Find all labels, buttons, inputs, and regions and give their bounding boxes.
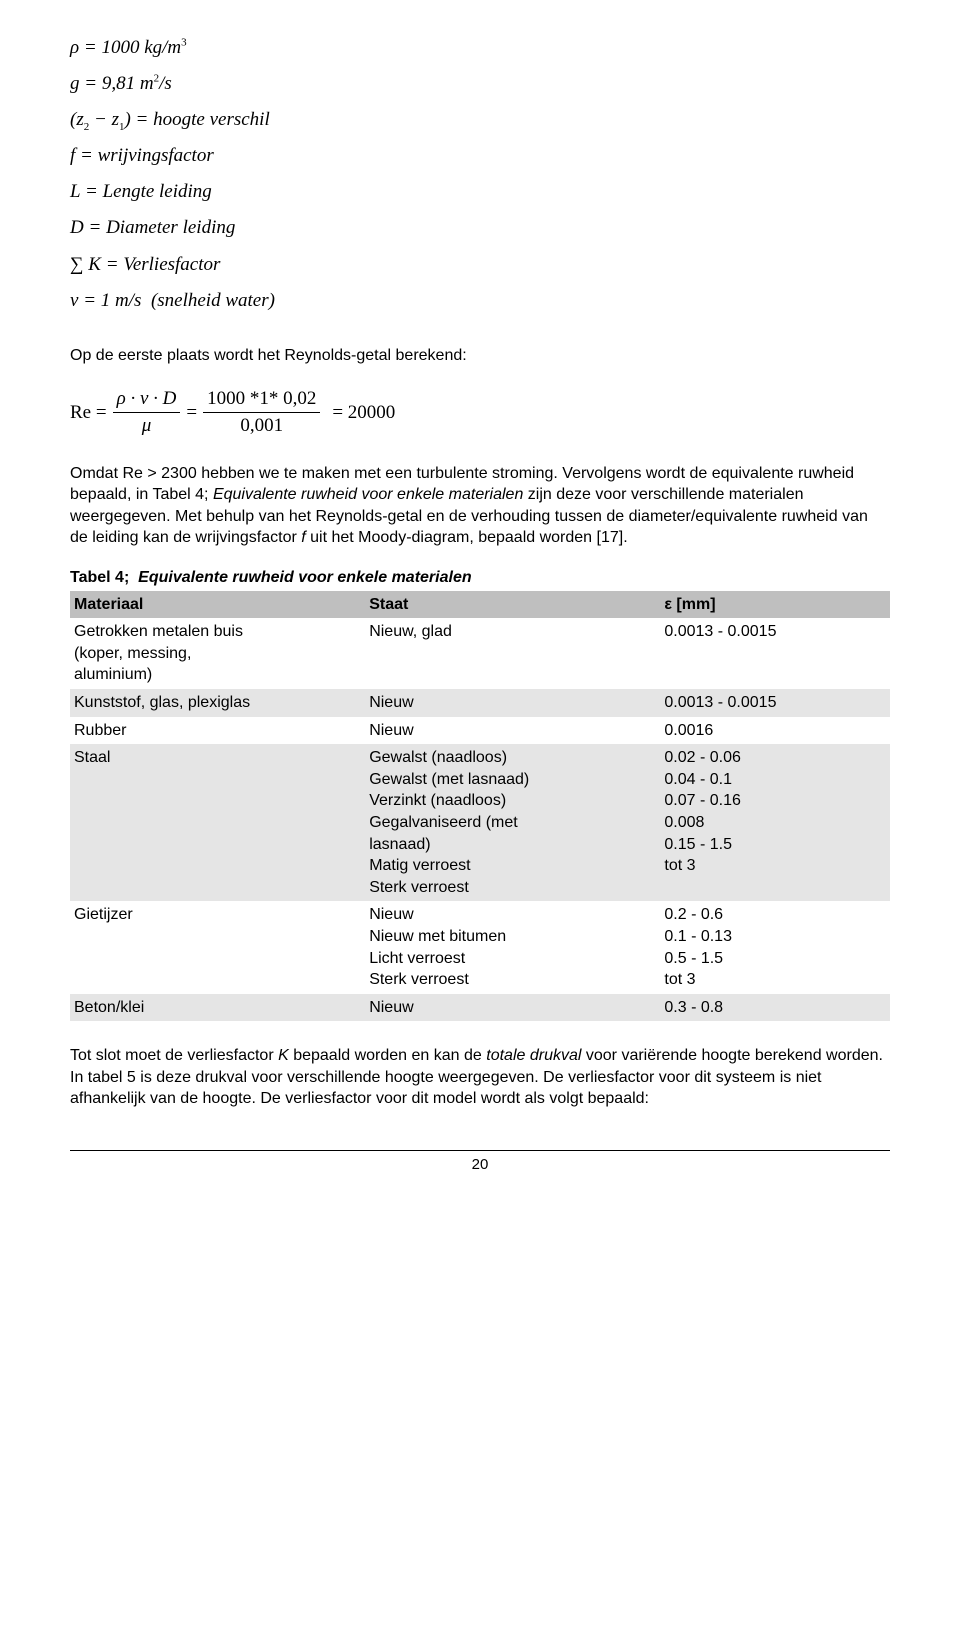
- table-cell: Rubber: [70, 717, 365, 745]
- reynolds-equation: Re = ρ · v · D μ = 1000 *1* 0,02 0,001 =…: [70, 386, 890, 438]
- re-num2: 1000 *1* 0,02: [203, 386, 320, 412]
- table-cell: 0.3 - 0.8: [660, 994, 890, 1022]
- eq-K: ∑ K = Verliesfactor: [70, 247, 890, 283]
- table-cell: Nieuw: [365, 717, 660, 745]
- table-row: Beton/kleiNieuw0.3 - 0.8: [70, 994, 890, 1022]
- table-cell: NieuwNieuw met bitumenLicht verroestSter…: [365, 901, 660, 993]
- table-cell: Nieuw: [365, 994, 660, 1022]
- re-num1: ρ · v · D: [113, 386, 181, 412]
- table-header-material: Materiaal: [70, 591, 365, 619]
- page-number: 20: [70, 1151, 890, 1175]
- table-row: RubberNieuw0.0016: [70, 717, 890, 745]
- table-cell: 0.0016: [660, 717, 890, 745]
- re-den2: 0,001: [236, 413, 287, 439]
- table-row: Getrokken metalen buis(koper, messing,al…: [70, 618, 890, 689]
- table-cell: 0.0013 - 0.0015: [660, 618, 890, 689]
- eq-f: f = wrijvingsfactor: [70, 138, 890, 174]
- table-cell: 0.0013 - 0.0015: [660, 689, 890, 717]
- table-header-epsilon: ε [mm]: [660, 591, 890, 619]
- table-cell: Nieuw, glad: [365, 618, 660, 689]
- table-caption: Tabel 4; Equivalente ruwheid voor enkele…: [70, 567, 890, 589]
- reynolds-intro: Op de eerste plaats wordt het Reynolds-g…: [70, 345, 890, 367]
- re-den1: μ: [138, 413, 156, 439]
- eq-z: (z2 − z1) = hoogte verschil: [70, 102, 890, 138]
- explanation-paragraph: Omdat Re > 2300 hebben we te maken met e…: [70, 463, 890, 549]
- eq-g: g = 9,81 m2/s: [70, 66, 890, 102]
- roughness-table: Materiaal Staat ε [mm] Getrokken metalen…: [70, 591, 890, 1022]
- eq-D: D = Diameter leiding: [70, 210, 890, 246]
- closing-paragraph: Tot slot moet de verliesfactor K bepaald…: [70, 1045, 890, 1110]
- variable-definitions: ρ = 1000 kg/m3 g = 9,81 m2/s (z2 − z1) =…: [70, 30, 890, 319]
- eq-v: v = 1 m/s (snelheid water): [70, 283, 890, 319]
- table-cell: Beton/klei: [70, 994, 365, 1022]
- table-cell: Gietijzer: [70, 901, 365, 993]
- table-row: StaalGewalst (naadloos)Gewalst (met lasn…: [70, 744, 890, 901]
- table-cell: 0.2 - 0.60.1 - 0.130.5 - 1.5tot 3: [660, 901, 890, 993]
- table-cell: 0.02 - 0.060.04 - 0.10.07 - 0.160.0080.1…: [660, 744, 890, 901]
- eq-L: L = Lengte leiding: [70, 174, 890, 210]
- table-cell: Staal: [70, 744, 365, 901]
- table-cell: Getrokken metalen buis(koper, messing,al…: [70, 618, 365, 689]
- re-prefix: Re =: [70, 400, 107, 426]
- table-cell: Gewalst (naadloos)Gewalst (met lasnaad)V…: [365, 744, 660, 901]
- table-body: Getrokken metalen buis(koper, messing,al…: [70, 618, 890, 1021]
- re-result: = 20000: [332, 400, 395, 426]
- table-cell: Nieuw: [365, 689, 660, 717]
- table-row: Kunststof, glas, plexiglasNieuw0.0013 - …: [70, 689, 890, 717]
- eq-rho: ρ = 1000 kg/m3: [70, 30, 890, 66]
- table-cell: Kunststof, glas, plexiglas: [70, 689, 365, 717]
- table-row: GietijzerNieuwNieuw met bitumenLicht ver…: [70, 901, 890, 993]
- re-eq-sign: =: [186, 400, 197, 426]
- table-header-state: Staat: [365, 591, 660, 619]
